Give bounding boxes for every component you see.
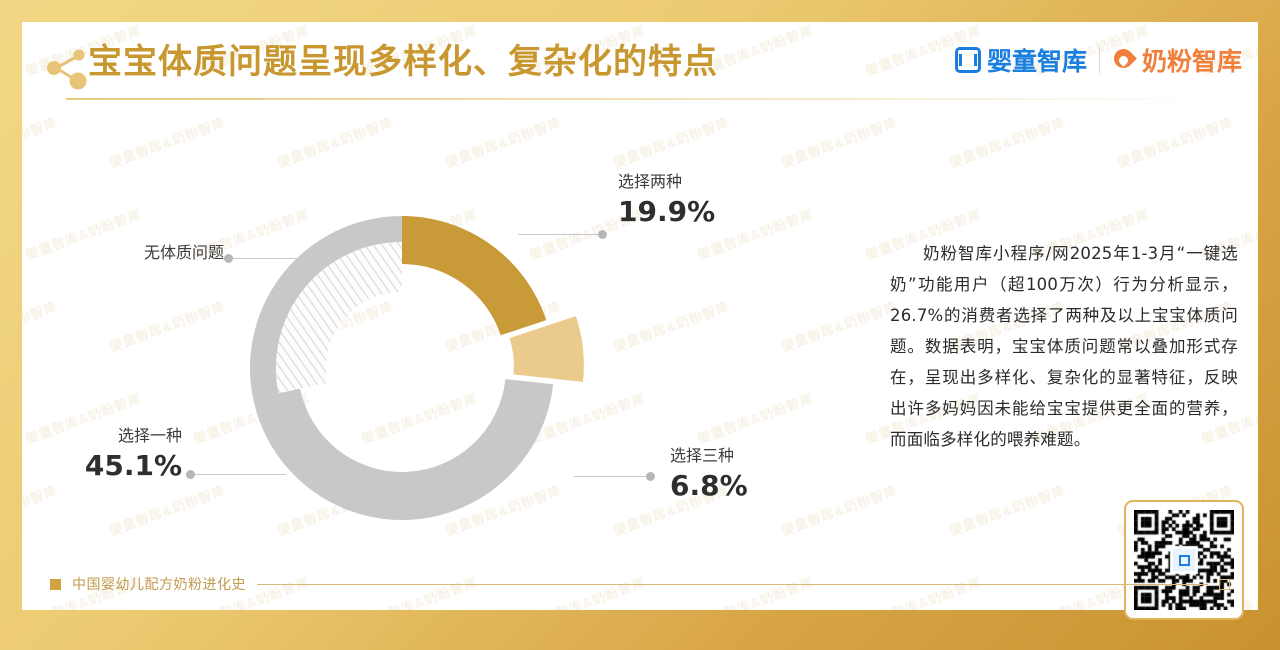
square-bullet-icon xyxy=(50,578,61,590)
donut-chart: 无体质问题 选择两种 19.9% 选择三种 6.8% 选择一种 45.1% xyxy=(36,118,866,578)
book-logo-icon xyxy=(954,47,981,73)
leader-dot-one xyxy=(186,470,195,479)
logo-naifen-label: 奶粉智库 xyxy=(1141,47,1242,76)
logo-divider xyxy=(1098,47,1100,73)
footer-end-marker xyxy=(1219,578,1230,590)
qr-code-matrix xyxy=(1134,510,1234,610)
qr-center-logo-icon xyxy=(1172,548,1196,572)
label-no-issue: 无体质问题 xyxy=(143,243,224,262)
leader-line-one xyxy=(194,474,286,475)
share-nodes-icon xyxy=(47,49,87,90)
qr-code[interactable] xyxy=(1124,500,1244,620)
page-title: 宝宝体质问题呈现多样化、复杂化的特点 xyxy=(88,42,718,82)
logo-group: 婴童智库 奶粉智库 xyxy=(954,42,1242,78)
leader-line-two xyxy=(518,234,600,235)
leader-dot-three xyxy=(646,472,655,481)
slide-header: 宝宝体质问题呈现多样化、复杂化的特点 婴童智库 奶粉智库 xyxy=(22,22,1258,98)
label-three-kinds: 选择三种 6.8% xyxy=(670,446,748,502)
logo-yingtong[interactable]: 婴童智库 xyxy=(954,42,1087,78)
slide-card: 婴童智库&奶粉智库 婴童智库&奶粉智库 婴童智库&奶粉智库 婴童智库&奶粉智库 婴童智库… xyxy=(22,22,1258,620)
footer-rule xyxy=(257,583,1208,585)
footer-label: 中国婴幼儿配方奶粉进化史 xyxy=(72,577,246,593)
label-two-kinds: 选择两种 19.9% xyxy=(618,172,716,228)
footer: 中国婴幼儿配方奶粉进化史 xyxy=(50,572,1230,596)
leader-dot-none xyxy=(224,254,233,263)
label-one-kind: 选择一种 45.1% xyxy=(84,426,182,482)
header-divider xyxy=(66,98,1216,100)
leader-line-none xyxy=(232,258,300,259)
logo-naifen[interactable]: 奶粉智库 xyxy=(1110,42,1242,78)
analysis-paragraph: 奶粉智库小程序/网2025年1-3月“一键选奶”功能用户（超100万次）行为分析… xyxy=(890,244,1238,449)
leader-line-three xyxy=(574,476,650,477)
donut-chart-svg xyxy=(249,216,584,520)
logo-yingtong-label: 婴童智库 xyxy=(986,47,1087,76)
leader-dot-two xyxy=(598,230,607,239)
droplet-logo-icon xyxy=(1110,45,1137,73)
